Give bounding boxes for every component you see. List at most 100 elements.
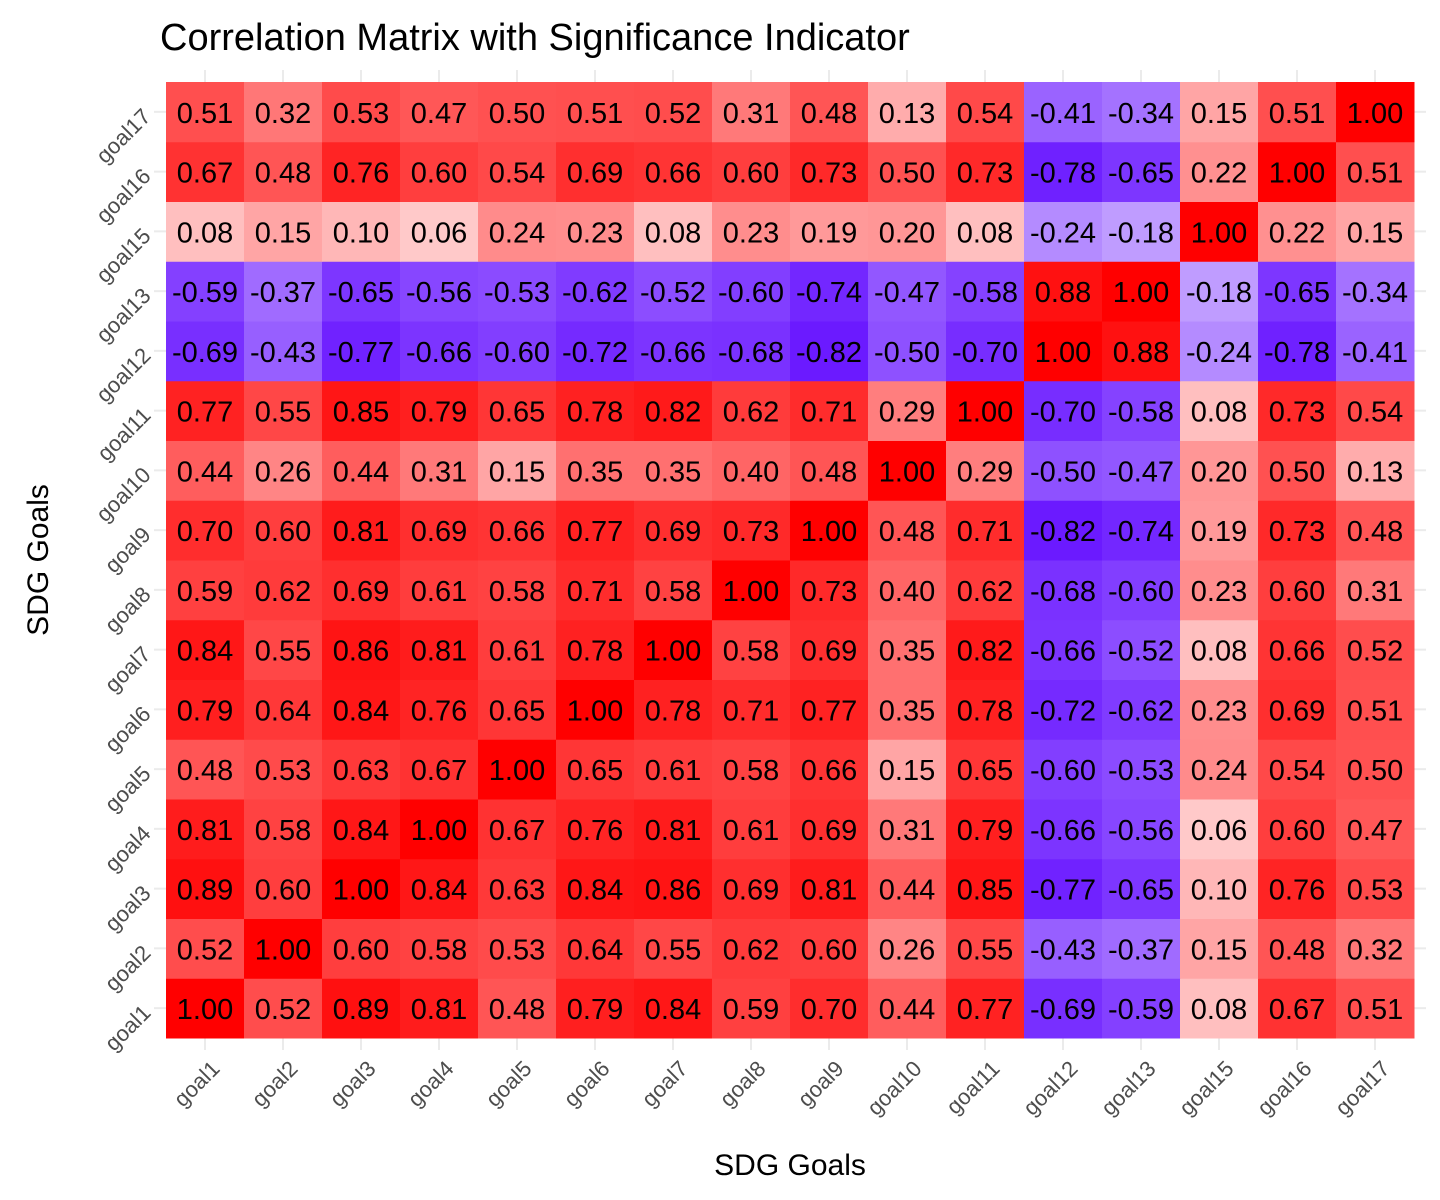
- heatmap-cell: [400, 978, 479, 1039]
- heatmap-cell: [166, 619, 245, 680]
- heatmap-cell: [790, 201, 869, 262]
- heatmap-cell: [322, 201, 401, 262]
- heatmap-cell: [478, 141, 557, 202]
- cell-value-label: 0.32: [1347, 934, 1403, 966]
- heatmap-cell: [868, 619, 947, 680]
- heatmap-cell: [868, 560, 947, 621]
- heatmap-cell: [478, 82, 557, 143]
- heatmap-cell: [634, 500, 713, 561]
- cell-value-label: -0.69: [1030, 994, 1096, 1026]
- heatmap-cell: [478, 560, 557, 621]
- cell-value-label: 0.31: [1347, 576, 1403, 608]
- heatmap-cell: [634, 321, 713, 382]
- cell-value-label: 0.69: [801, 636, 857, 668]
- cell-value-label: 0.50: [489, 98, 545, 130]
- heatmap-cell: [1258, 321, 1337, 382]
- heatmap-cell: [244, 739, 323, 800]
- x-tick-label: goal7: [637, 1056, 693, 1112]
- cell-value-label: 0.59: [723, 994, 779, 1026]
- heatmap-cell: [478, 978, 557, 1039]
- cell-value-label: 0.32: [255, 98, 311, 130]
- cell-value-label: -0.72: [1030, 695, 1096, 727]
- cell-value-label: 0.77: [177, 397, 233, 429]
- heatmap-cell: [1102, 858, 1181, 919]
- cell-value-label: -0.60: [1030, 755, 1096, 787]
- heatmap-cell: [946, 619, 1025, 680]
- heatmap-cell: [634, 619, 713, 680]
- heatmap-cell: [1258, 82, 1337, 143]
- heatmap-cell: [634, 82, 713, 143]
- cell-value-label: -0.34: [1108, 98, 1174, 130]
- heatmap-cell: [244, 679, 323, 740]
- heatmap-cell: [790, 918, 869, 979]
- cell-value-label: 0.15: [489, 456, 545, 488]
- heatmap-cell: [1102, 799, 1181, 860]
- cell-value-label: 0.48: [879, 516, 935, 548]
- cell-value-label: 0.78: [645, 695, 701, 727]
- cell-value-label: 0.65: [957, 755, 1013, 787]
- cell-value-label: -0.65: [1264, 277, 1330, 309]
- cell-value-label: 1.00: [723, 576, 779, 608]
- cell-value-label: -0.56: [406, 277, 472, 309]
- cell-value-label: 0.55: [957, 934, 1013, 966]
- heatmap-cell: [322, 500, 401, 561]
- cell-value-label: 0.35: [879, 695, 935, 727]
- heatmap-cell: [556, 560, 635, 621]
- cell-value-label: -0.77: [1030, 875, 1096, 907]
- heatmap-cell: [1336, 141, 1415, 202]
- cell-value-label: 0.62: [255, 576, 311, 608]
- heatmap-cell: [1258, 500, 1337, 561]
- cell-value-label: -0.58: [952, 277, 1018, 309]
- heatmap-cell: [556, 679, 635, 740]
- heatmap-cell: [634, 440, 713, 501]
- heatmap-cell: [712, 500, 791, 561]
- y-tick-label: goal1: [100, 1000, 156, 1056]
- heatmap-cell: [790, 619, 869, 680]
- cell-value-label: -0.72: [562, 337, 628, 369]
- heatmap-cell: [790, 141, 869, 202]
- heatmap-cell: [556, 858, 635, 919]
- heatmap-cell: [946, 82, 1025, 143]
- cell-value-label: 0.70: [801, 994, 857, 1026]
- heatmap-cell: [712, 799, 791, 860]
- cell-value-label: 0.67: [177, 158, 233, 190]
- heatmap-cell: [166, 858, 245, 919]
- cell-value-label: 0.08: [177, 217, 233, 249]
- heatmap-cell: [712, 679, 791, 740]
- heatmap-cell: [322, 141, 401, 202]
- cell-value-label: 1.00: [177, 994, 233, 1026]
- cell-value-label: 0.08: [1191, 994, 1247, 1026]
- cell-value-label: 0.15: [1191, 98, 1247, 130]
- heatmap-cell: [712, 321, 791, 382]
- heatmap-cell: [790, 500, 869, 561]
- cell-value-label: 0.73: [723, 516, 779, 548]
- heatmap-cell: [556, 82, 635, 143]
- heatmap-cell: [868, 440, 947, 501]
- heatmap-cell: [946, 261, 1025, 322]
- cell-value-label: 0.67: [1269, 994, 1325, 1026]
- heatmap-cell: [1180, 799, 1259, 860]
- cell-value-label: -0.52: [640, 277, 706, 309]
- heatmap-cell: [166, 679, 245, 740]
- heatmap-cell: [400, 858, 479, 919]
- heatmap-cell: [1258, 141, 1337, 202]
- cell-value-label: 0.69: [1269, 695, 1325, 727]
- cell-value-label: 0.84: [333, 695, 389, 727]
- cell-value-label: 0.23: [1191, 576, 1247, 608]
- heatmap-cell: [634, 739, 713, 800]
- cell-value-label: -0.60: [718, 277, 784, 309]
- cell-value-label: -0.65: [1108, 875, 1174, 907]
- heatmap-cell: [244, 201, 323, 262]
- cell-value-label: 0.15: [879, 755, 935, 787]
- heatmap-cell: [400, 201, 479, 262]
- heatmap-cell: [946, 380, 1025, 441]
- x-tick-label: goal13: [1096, 1056, 1160, 1120]
- heatmap-cell: [166, 739, 245, 800]
- x-axis-title: SDG Goals: [714, 1149, 866, 1182]
- heatmap-cell: [166, 82, 245, 143]
- cell-value-label: 0.08: [1191, 636, 1247, 668]
- heatmap-cell: [1102, 261, 1181, 322]
- cell-value-label: 0.22: [1269, 217, 1325, 249]
- heatmap-cell: [1258, 560, 1337, 621]
- heatmap-cell: [1024, 918, 1103, 979]
